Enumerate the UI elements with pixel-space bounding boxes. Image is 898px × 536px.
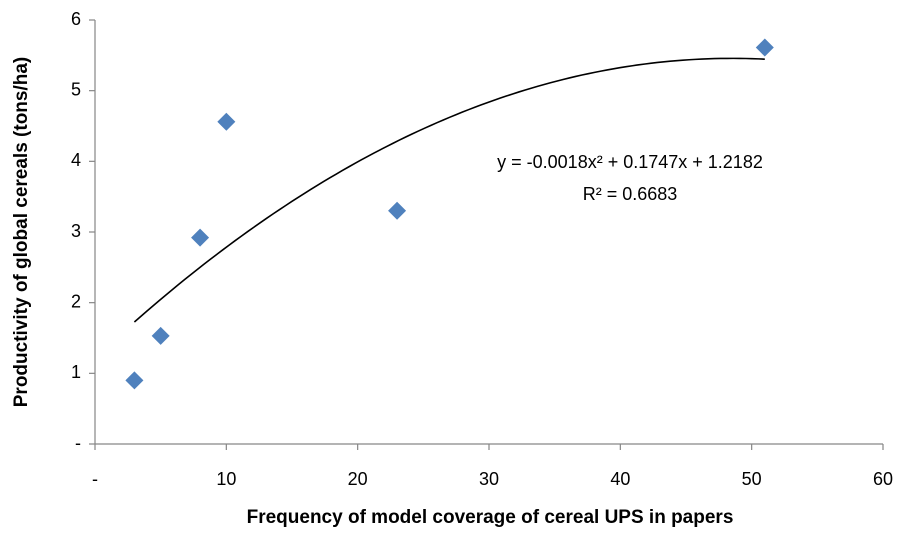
x-tick-label: 40 <box>610 469 630 489</box>
point <box>217 112 236 131</box>
y-tick-label: 6 <box>71 9 81 29</box>
y-axis-label: Productivity of global cereals (tons/ha) <box>11 57 32 408</box>
trendline <box>133 57 765 323</box>
point <box>755 38 774 57</box>
x-tick-label: - <box>92 469 98 489</box>
point <box>191 228 210 247</box>
x-tick-label: 50 <box>742 469 762 489</box>
x-tick-label: 10 <box>216 469 236 489</box>
x-tick-label: 20 <box>348 469 368 489</box>
x-tick-label: 60 <box>873 469 893 489</box>
point <box>388 201 407 220</box>
trendline-equation: y = -0.0018x² + 0.1747x + 1.2182 <box>497 152 763 172</box>
y-tick-label: 4 <box>71 150 81 170</box>
y-tick-label: 3 <box>71 221 81 241</box>
y-tick-label: 1 <box>71 362 81 382</box>
point <box>151 326 170 345</box>
r-squared: R² = 0.6683 <box>583 184 678 204</box>
x-axis-label: Frequency of model coverage of cereal UP… <box>247 507 734 528</box>
x-tick-label: 30 <box>479 469 499 489</box>
y-tick-label: 2 <box>71 291 81 311</box>
point <box>125 371 144 390</box>
y-tick-label: - <box>75 433 81 453</box>
y-tick-label: 5 <box>71 79 81 99</box>
